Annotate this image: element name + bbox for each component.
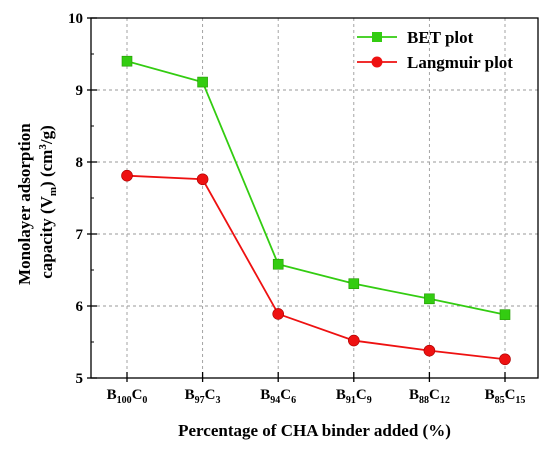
langmuir-point-marker [347, 334, 360, 347]
y-axis-title-mid: ) (cm [37, 150, 56, 187]
x-tick-label: B88C12 [409, 387, 450, 406]
x-tick-label: B100C0 [107, 387, 148, 406]
y-axis-title-superscript: 3 [37, 144, 49, 150]
y-tick-label: 5 [76, 371, 84, 387]
y-tick-label: 7 [76, 227, 84, 243]
series-circle [121, 169, 511, 366]
y-tick-label: 9 [76, 83, 84, 99]
grid-layer [91, 18, 538, 378]
bet-point-marker [197, 76, 208, 88]
bet-point-marker [348, 278, 360, 289]
x-tick-label: B85C15 [485, 387, 526, 406]
x-tick-label: B91C9 [336, 387, 372, 406]
x-tick-label: B94C6 [260, 387, 296, 406]
y-axis-title-line2: capacity (Vm) (cm3/g) [37, 125, 59, 278]
series-square [121, 55, 511, 320]
legend-item: Langmuir plot [357, 53, 513, 72]
legend-label: Langmuir plot [407, 53, 513, 72]
y-axis-title: Monolayer adsorption capacity (Vm) (cm3/… [15, 119, 59, 285]
langmuir-point-marker [121, 169, 133, 182]
series-line [126, 174, 506, 361]
bet-point-marker [424, 293, 435, 305]
bet-point-marker [121, 55, 133, 67]
y-tick-label: 8 [76, 155, 84, 171]
langmuir-point-marker [423, 344, 436, 357]
y-tick-label: 6 [76, 299, 84, 315]
langmuir-point-marker [196, 173, 209, 186]
plot-frame [90, 17, 539, 379]
y-axis-title-subscript: m [47, 187, 59, 196]
y-axis-title-prefix: capacity (V [37, 195, 56, 278]
tick-layer: 5 6 7 8 9 10 B100C0 B97C3 B94C6 B91C9 B88C12 B85C15 [68, 11, 525, 406]
legend: BET plot Langmuir plot [357, 28, 513, 72]
legend-square-marker [372, 32, 382, 42]
legend-label: BET plot [407, 28, 474, 47]
x-axis-title: Percentage of CHA binder added (%) [178, 421, 451, 440]
y-tick-label: 10 [68, 11, 83, 27]
series-layer [121, 55, 511, 366]
y-axis-title-line1: Monolayer adsorption [15, 123, 34, 285]
bet-point-marker [272, 258, 284, 270]
series-line [126, 60, 506, 316]
langmuir-point-marker [499, 353, 511, 366]
bet-point-marker [499, 309, 511, 320]
y-axis-title-suffix: /g) [37, 125, 56, 145]
langmuir-point-marker [272, 308, 285, 320]
legend-item: BET plot [357, 28, 474, 47]
x-tick-label: B97C3 [185, 387, 221, 406]
legend-circle-marker [371, 56, 383, 68]
